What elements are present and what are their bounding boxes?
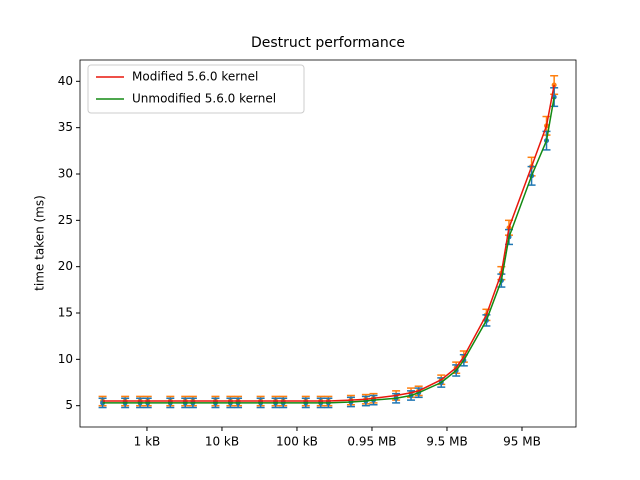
y-tick-label: 35 <box>58 120 73 134</box>
y-tick-label: 5 <box>65 398 73 412</box>
y-tick-label: 15 <box>58 306 73 320</box>
x-tick-label: 10 kB <box>205 435 239 449</box>
x-tick-label: 0.95 MB <box>347 435 396 449</box>
series-line <box>102 96 555 404</box>
x-tick-label: 1 kB <box>134 435 161 449</box>
x-tick-label: 100 kB <box>276 435 318 449</box>
y-tick-label: 10 <box>58 352 73 366</box>
series-line <box>102 84 555 402</box>
y-tick-label: 25 <box>58 213 73 227</box>
legend-label: Unmodified 5.6.0 kernel <box>132 92 276 106</box>
x-tick-label: 95 MB <box>503 435 541 449</box>
y-tick-label: 30 <box>58 166 73 180</box>
legend-box <box>87 64 305 114</box>
y-tick-label: 40 <box>58 74 73 88</box>
legend-label: Modified 5.6.0 kernel <box>132 70 258 84</box>
y-tick-label: 20 <box>58 259 73 273</box>
x-tick-label: 9.5 MB <box>426 435 467 449</box>
plot-frame <box>79 59 577 428</box>
chart-title: Destruct performance <box>251 35 405 51</box>
y-axis-label: time taken (ms) <box>33 195 47 291</box>
